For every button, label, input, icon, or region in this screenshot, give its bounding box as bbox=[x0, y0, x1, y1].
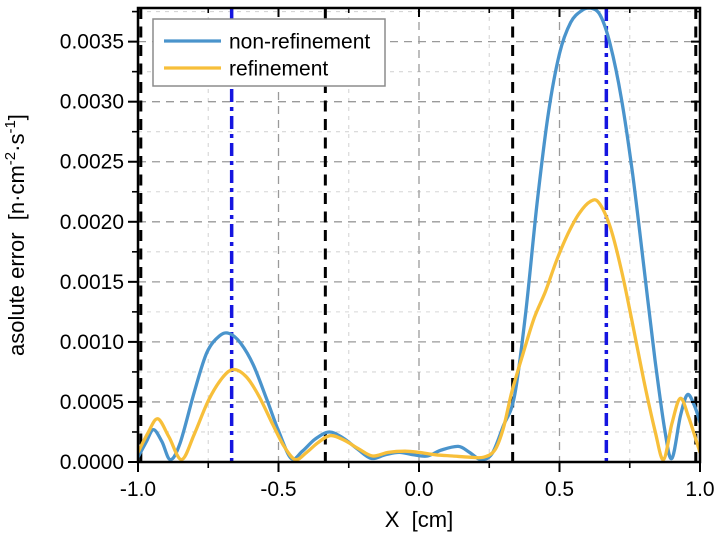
y-tick-label: 0.0015 bbox=[60, 271, 124, 294]
legend-box bbox=[152, 18, 386, 87]
x-tick-label: -0.5 bbox=[260, 478, 296, 501]
y-tick-label: 0.0020 bbox=[60, 211, 124, 234]
x-tick-label: -1.0 bbox=[120, 478, 156, 501]
series bbox=[138, 8, 700, 462]
y-tick-label: 0.0025 bbox=[60, 151, 124, 174]
axis-ticks bbox=[128, 8, 701, 472]
series-refinement bbox=[138, 198, 700, 462]
y-tick-label: 0.0000 bbox=[60, 451, 124, 474]
y-tick-label: 0.0030 bbox=[60, 91, 124, 114]
x-tick-label: 0.5 bbox=[545, 478, 574, 501]
x-tick-label: 0.0 bbox=[404, 478, 433, 501]
y-tick-label: 0.0005 bbox=[60, 391, 124, 414]
legend-label: non-refinement bbox=[229, 31, 370, 54]
x-tick-label: 1.0 bbox=[685, 478, 714, 501]
y-axis-label: asolute error [n·cm-2·s-1] bbox=[2, 114, 29, 356]
legend-label: refinement bbox=[229, 58, 328, 81]
y-tick-label: 0.0035 bbox=[60, 31, 124, 54]
y-tick-label: 0.0010 bbox=[60, 331, 124, 354]
x-tick-labels: -1.0 -0.5 0.0 0.5 1.0 bbox=[120, 478, 715, 501]
x-axis-label: X [cm] bbox=[385, 507, 453, 532]
y-tick-labels: 0.0000 0.0005 0.0010 0.0015 0.0020 0.0025 0.00… bbox=[60, 31, 124, 474]
legend: non-refinement refinement bbox=[152, 18, 386, 87]
series-non-refinement bbox=[138, 8, 700, 462]
